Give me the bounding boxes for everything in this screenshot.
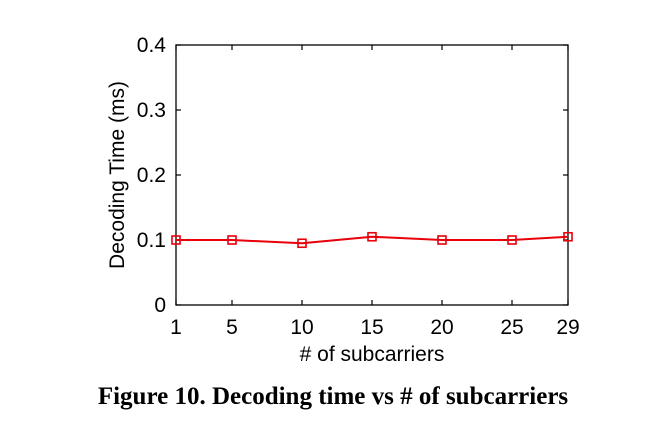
series-line <box>176 235 569 245</box>
y-ticks: 0 0.1 0.2 0.3 0.4 <box>137 34 568 317</box>
y-tick-label: 0.1 <box>137 229 166 252</box>
x-tick-label: 5 <box>226 316 238 339</box>
data-point-marker <box>437 235 447 245</box>
y-tick-label: 0.2 <box>137 164 166 187</box>
plot-frame <box>175 44 569 306</box>
x-ticks: 1 5 10 15 20 25 29 <box>170 45 580 339</box>
x-axis-label: # of subcarriers <box>300 343 445 366</box>
y-axis-label: Decoding Time (ms) <box>106 81 129 269</box>
y-tick-label: 0.3 <box>137 99 166 122</box>
x-tick-label: 25 <box>500 316 523 339</box>
x-tick-label: 29 <box>556 316 579 339</box>
data-point-marker <box>227 235 237 245</box>
data-point-marker <box>563 231 573 242</box>
x-tick-label: 1 <box>170 316 182 339</box>
data-point-marker <box>507 235 517 245</box>
data-point-marker <box>171 235 181 245</box>
y-tick-label: 0 <box>154 294 166 317</box>
decoding-time-chart: 1 5 10 15 20 25 29 00.10.20.30.4 # of subcarri… <box>106 34 580 366</box>
data-point-marker <box>297 238 307 249</box>
y-tick-label: 0.4 <box>137 34 167 57</box>
data-point-marker <box>367 231 377 242</box>
figure-caption: Figure 10. Decoding time vs # of subcarr… <box>97 383 569 410</box>
series-layer <box>171 231 573 249</box>
x-tick-label: 15 <box>360 316 383 339</box>
x-tick-label: 20 <box>430 316 453 339</box>
x-tick-label: 10 <box>290 316 313 339</box>
